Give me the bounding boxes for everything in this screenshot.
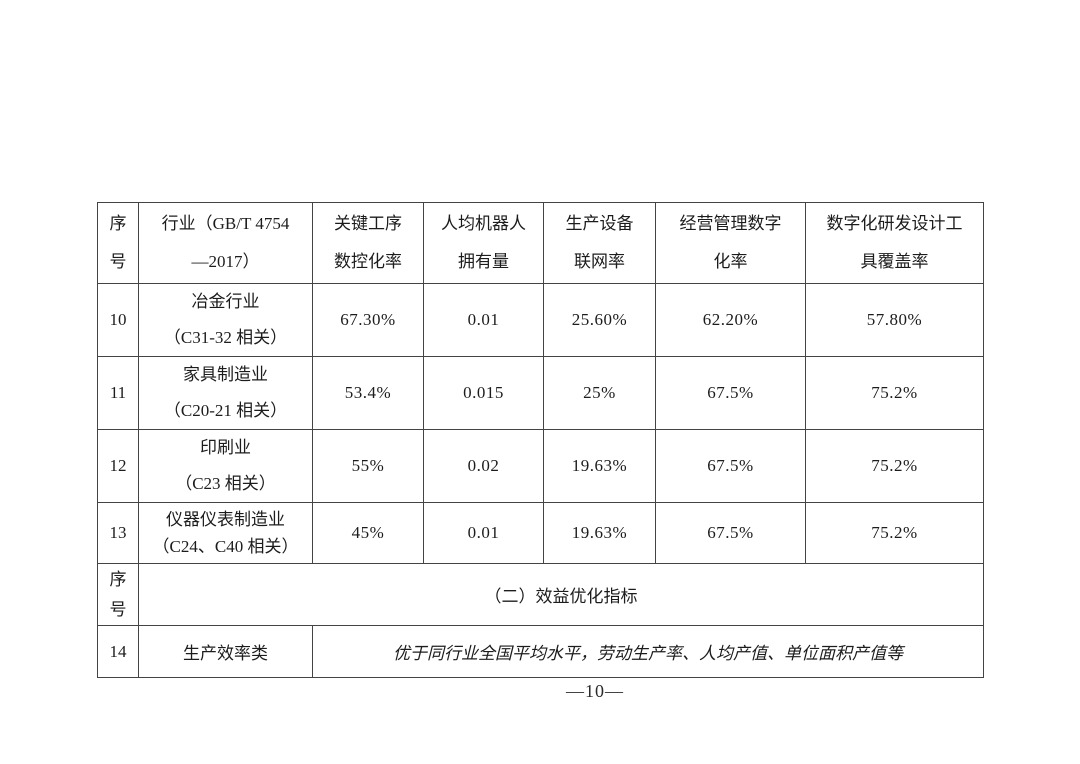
header-line: 化率: [713, 252, 748, 271]
value-cell: 25%: [543, 356, 656, 430]
table-row: 13 仪器仪表制造业 （C24、C40 相关） 45% 0.01 19.63% …: [97, 502, 984, 564]
table-row: 11 家具制造业 （C20-21 相关） 53.4% 0.015 25% 67.…: [97, 356, 984, 430]
industry-cell: 冶金行业 （C31-32 相关）: [138, 283, 313, 357]
table-row: 12 印刷业 （C23 相关） 55% 0.02 19.63% 67.5% 75…: [97, 429, 984, 503]
table-row: 14 生产效率类 优于同行业全国平均水平，劳动生产率、人均产值、单位面积产值等: [97, 625, 984, 678]
table-header-row: 序 号 行业（GB/T 4754 —2017） 关键工序 数控化率 人均机器人 …: [97, 202, 984, 284]
description-cell: 优于同行业全国平均水平，劳动生产率、人均产值、单位面积产值等: [312, 625, 984, 678]
header-line: 数字化研发设计工: [826, 214, 963, 233]
value-cell: 67.5%: [655, 356, 806, 430]
seq-line: 号: [109, 599, 127, 619]
header-line: 拥有量: [458, 252, 509, 271]
industry-line: （C24、C40 相关）: [152, 537, 299, 556]
header-line: 行业（GB/T 4754: [161, 214, 290, 233]
value-cell: 0.02: [423, 429, 544, 503]
value-cell: 53.4%: [312, 356, 424, 430]
digitalization-indicator-table: 序 号 行业（GB/T 4754 —2017） 关键工序 数控化率 人均机器人 …: [97, 202, 984, 678]
header-line: 人均机器人: [441, 214, 526, 233]
value-cell: 45%: [312, 502, 424, 564]
header-line: 具覆盖率: [860, 252, 929, 271]
header-robot-per-capita: 人均机器人 拥有量: [423, 202, 544, 284]
value-cell: 57.80%: [805, 283, 984, 357]
seq-line: 序: [109, 569, 127, 589]
header-line: 联网率: [574, 252, 625, 271]
value-cell: 67.5%: [655, 502, 806, 564]
category-cell: 生产效率类: [138, 625, 313, 678]
industry-line: （C23 相关）: [175, 474, 276, 493]
industry-line: 冶金行业: [191, 292, 260, 311]
value-cell: 25.60%: [543, 283, 656, 357]
header-industry: 行业（GB/T 4754 —2017）: [138, 202, 313, 284]
header-seq-no: 序 号: [97, 202, 139, 284]
header-line: 生产设备: [565, 214, 634, 233]
industry-cell: 印刷业 （C23 相关）: [138, 429, 313, 503]
row-number: 12: [97, 429, 139, 503]
section-header-row: 序 号 （二）效益优化指标: [97, 563, 984, 626]
section-seq-cell: 序 号: [97, 563, 139, 626]
header-equipment-network-rate: 生产设备 联网率: [543, 202, 656, 284]
header-rd-tool-coverage: 数字化研发设计工 具覆盖率: [805, 202, 984, 284]
value-cell: 75.2%: [805, 429, 984, 503]
value-cell: 0.01: [423, 283, 544, 357]
header-line: 经营管理数字: [679, 214, 782, 233]
header-management-digital-rate: 经营管理数字 化率: [655, 202, 806, 284]
value-cell: 67.30%: [312, 283, 424, 357]
industry-line: （C20-21 相关）: [163, 401, 288, 420]
industry-line: 家具制造业: [183, 365, 268, 384]
row-number: 10: [97, 283, 139, 357]
value-cell: 0.01: [423, 502, 544, 564]
row-number: 14: [97, 625, 139, 678]
header-cnc-rate: 关键工序 数控化率: [312, 202, 424, 284]
header-line: 号: [109, 252, 127, 271]
value-cell: 67.5%: [655, 429, 806, 503]
section-title: （二）效益优化指标: [138, 563, 984, 626]
header-line: 数控化率: [334, 252, 402, 271]
header-line: —2017）: [191, 252, 260, 271]
value-cell: 75.2%: [805, 502, 984, 564]
table-row: 10 冶金行业 （C31-32 相关） 67.30% 0.01 25.60% 6…: [97, 283, 984, 357]
industry-line: （C31-32 相关）: [163, 328, 288, 347]
industry-line: 印刷业: [200, 438, 251, 457]
industry-cell: 家具制造业 （C20-21 相关）: [138, 356, 313, 430]
header-line: 序: [109, 214, 127, 233]
header-line: 关键工序: [334, 214, 402, 233]
value-cell: 19.63%: [543, 502, 656, 564]
value-cell: 75.2%: [805, 356, 984, 430]
industry-line: 仪器仪表制造业: [166, 510, 285, 529]
industry-cell: 仪器仪表制造业 （C24、C40 相关）: [138, 502, 313, 564]
row-number: 11: [97, 356, 139, 430]
value-cell: 0.015: [423, 356, 544, 430]
value-cell: 19.63%: [543, 429, 656, 503]
value-cell: 55%: [312, 429, 424, 503]
value-cell: 62.20%: [655, 283, 806, 357]
page-number: —10—: [566, 681, 624, 701]
row-number: 13: [97, 502, 139, 564]
